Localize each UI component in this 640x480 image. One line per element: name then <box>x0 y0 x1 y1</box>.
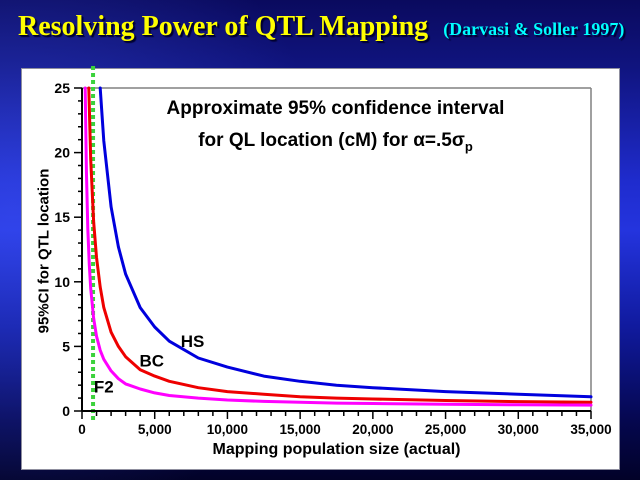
y-tick-label: 25 <box>54 80 70 96</box>
x-tick-label: 20,000 <box>352 422 393 437</box>
y-tick-label: 0 <box>62 403 70 419</box>
hs-curve <box>98 86 593 399</box>
x-axis-title: Mapping population size (actual) <box>212 441 461 458</box>
y-axis-title: 95%CI for QTL location <box>35 168 53 333</box>
chart-annotation-line2: for QL location (cM) for α=.5σp <box>198 130 473 154</box>
x-tick-label: 35,000 <box>570 422 611 437</box>
f2-curve-label: F2 <box>94 377 114 396</box>
slide-citation-text: (Darvasi & Soller 1997) <box>443 19 625 39</box>
y-axis-title-wrap: 95%CI for QTL location <box>22 89 66 412</box>
x-tick-label: 30,000 <box>498 422 539 437</box>
x-tick-label: 15,000 <box>279 422 320 437</box>
bc-curve-label: BC <box>140 352 165 371</box>
y-tick-label: 5 <box>62 338 70 354</box>
chart-panel: 95%CI for QTL location Approximate 95% c… <box>21 66 620 470</box>
x-tick-label: 0 <box>78 422 86 437</box>
chart-annotation-line1: Approximate 95% confidence interval <box>166 98 505 119</box>
y-tick-label: 15 <box>54 209 70 225</box>
hs-curve-label: HS <box>181 332 205 351</box>
y-tick-label: 10 <box>54 274 70 290</box>
y-tick-label: 20 <box>54 145 70 161</box>
bc-curve <box>87 86 593 404</box>
chart-annotation: Approximate 95% confidence interval for … <box>81 93 590 163</box>
plot-area: 0 5 10 15 20 25 0 5,000 10,000 15,000 20,000 25,000… <box>54 66 612 437</box>
slide-title: Resolving Power of QTL Mapping (Darvasi … <box>18 6 633 43</box>
sigma-subscript: p <box>464 138 473 154</box>
x-tick-label: 25,000 <box>425 422 466 437</box>
f2-curve <box>83 86 593 407</box>
x-tick-label: 5,000 <box>138 422 172 437</box>
x-tick-label: 10,000 <box>207 422 248 437</box>
slide-title-text: Resolving Power of QTL Mapping <box>18 11 429 42</box>
